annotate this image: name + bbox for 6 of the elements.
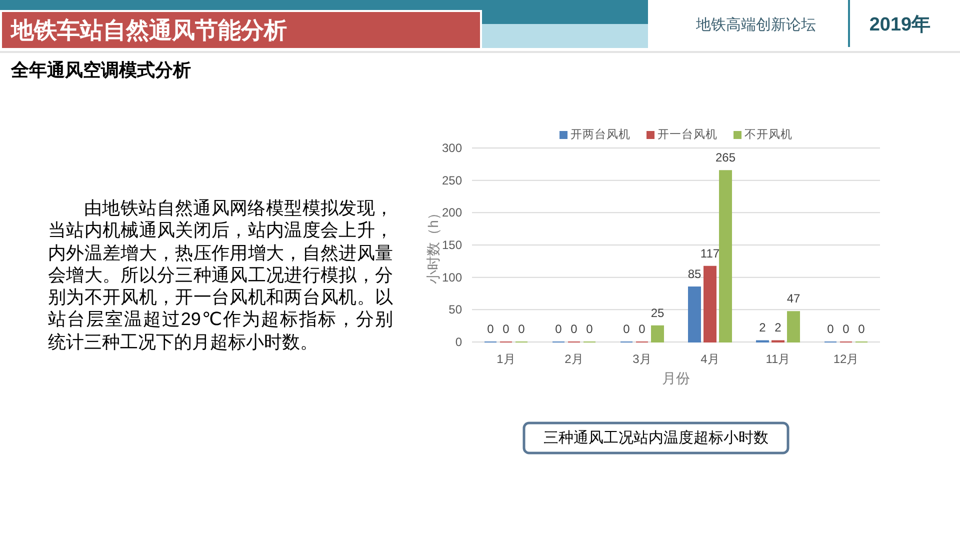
annotation: 由地铁站自然通风网络模型模拟发现，当站内机械通风关闭后，站内温度会上升，内外温差增大，热压作用增大，自然进风量会增大。所以分三种通风工况进行模拟，分别为不开风机，开一台风机和两台风机。以站台层室温超过29℃作为超标指标，分别统计三种工况下的月超标小时数。 [48, 197, 393, 354]
annotation: 2019年 [869, 14, 931, 36]
title: 地铁车站自然通风节能分析 [11, 17, 287, 43]
annotation: 地铁高端创新论坛 [696, 16, 816, 34]
subtitle: 全年通风空调模式分析 [11, 60, 191, 80]
annotation: 三种通风工况站内温度超标小时数 [544, 430, 768, 446]
